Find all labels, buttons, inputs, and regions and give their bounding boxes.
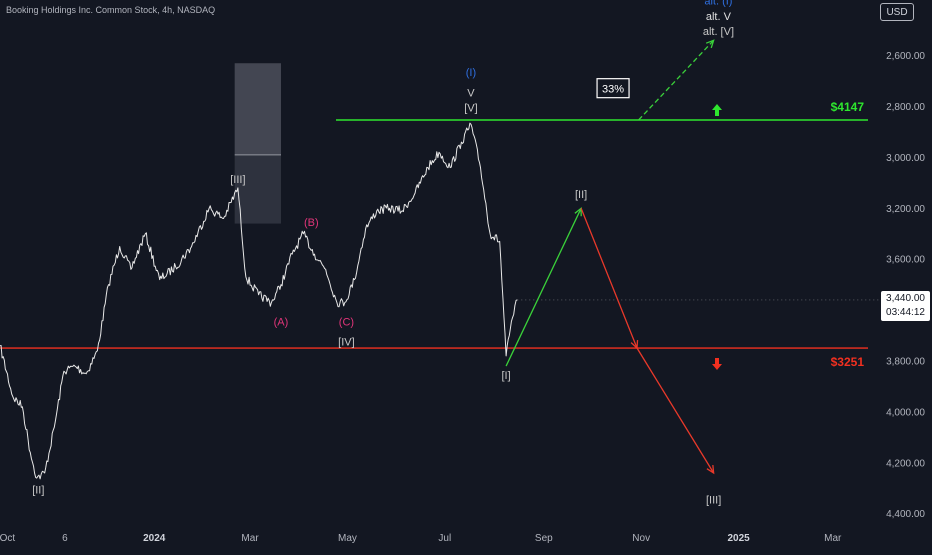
wave-label-alt-v: alt. V [706,11,732,23]
time-tick-label: 2024 [143,533,166,544]
wave-label-alt-i: alt. (I) [704,0,732,8]
time-tick-label: 6 [62,533,68,544]
wave-label-iii-peak: [III] [230,174,245,186]
probability-box [596,78,630,99]
price-tick-label: 3,800.00 [886,357,925,368]
price-series-line [0,122,518,480]
price-tick-label: 4,200.00 [886,458,925,469]
price-tick-label: 2,600.00 [886,51,925,62]
wave-label-a: (A) [274,316,289,328]
up-arrow-icon [712,103,722,116]
bar-countdown: 03:44:12 [886,307,925,318]
time-tick-label: Sep [535,533,553,544]
support-level-label: $3251 [831,355,865,369]
time-tick-label: Mar [824,533,842,544]
wave-label-ii-low: [II] [32,484,44,496]
time-tick-label: May [338,533,357,544]
wave-label-v-bracket: [V] [464,103,477,115]
price-tick-label: 2,800.00 [886,102,925,113]
alternate-projection-line [638,39,715,121]
time-tick-label: Oct [0,533,15,544]
wave-label-b: (B) [304,217,319,229]
wave-label-i-blue: (I) [466,67,476,79]
bullish-projection-line [505,208,582,367]
time-tick-label: 2025 [727,533,750,544]
wave-label-v: V [467,87,475,99]
wave-label-iv: [IV] [338,337,355,349]
wave-label-iii-target: [III] [706,495,721,507]
wave-label-c: (C) [339,316,354,328]
probability-label: 33% [602,84,624,96]
price-tick-label: 3,200.00 [886,204,925,215]
wave-label-i-bracket: [I] [502,370,511,382]
last-price-value: 3,440.00 [886,293,925,304]
symbol-title: Booking Holdings Inc. Common Stock, 4h, … [6,5,216,15]
target-zone-lower [234,154,281,224]
alternate-projection-arrowhead [705,39,715,49]
bearish-projection-mid-arrowhead [630,339,639,350]
price-tick-label: 4,400.00 [886,509,925,520]
time-tick-label: Jul [438,533,451,544]
bearish-projection-arrowhead [706,464,715,475]
down-arrow-icon [712,358,722,371]
price-tick-label: 4,000.00 [886,407,925,418]
currency-button[interactable]: USD [880,3,914,21]
target-zone-upper [234,63,281,155]
last-price-badge: 3,440.00 03:44:12 [881,291,930,321]
wave-label-alt-v-bracket: alt. [V] [703,26,734,38]
price-tick-label: 3,000.00 [886,153,925,164]
resistance-level-label: $4147 [831,100,865,114]
time-tick-label: Nov [632,533,650,544]
price-tick-label: 3,600.00 [886,255,925,266]
wave-label-ii-target: [II] [575,189,587,201]
time-tick-label: Mar [241,533,259,544]
